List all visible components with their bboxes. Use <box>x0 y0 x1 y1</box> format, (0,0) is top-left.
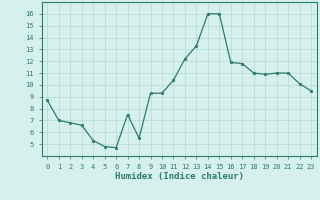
X-axis label: Humidex (Indice chaleur): Humidex (Indice chaleur) <box>115 172 244 181</box>
